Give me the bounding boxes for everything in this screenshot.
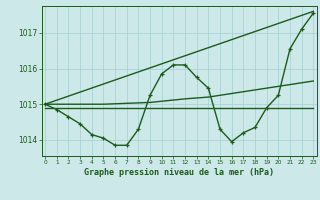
X-axis label: Graphe pression niveau de la mer (hPa): Graphe pression niveau de la mer (hPa): [84, 168, 274, 177]
